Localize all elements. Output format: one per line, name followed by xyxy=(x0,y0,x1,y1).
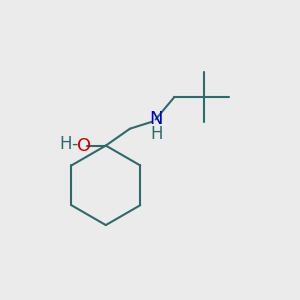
Text: H: H xyxy=(59,135,72,153)
Text: H: H xyxy=(151,124,163,142)
Text: O: O xyxy=(77,136,91,154)
Text: N: N xyxy=(149,110,162,128)
Text: -: - xyxy=(71,135,78,153)
